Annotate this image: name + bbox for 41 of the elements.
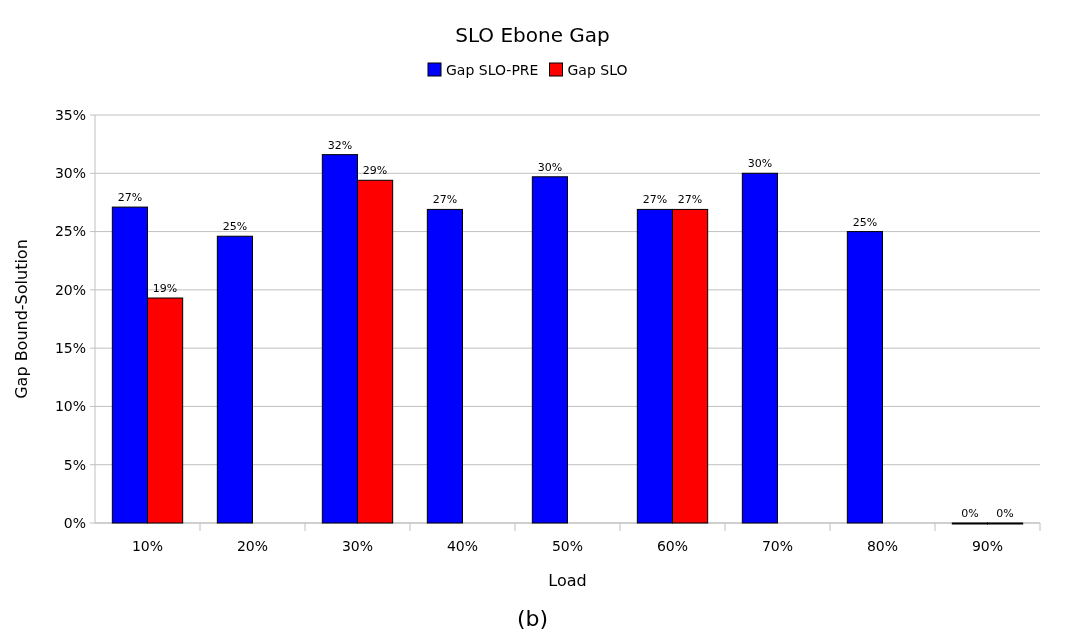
data-label: 29%: [362, 164, 388, 178]
data-label: 27%: [642, 193, 668, 207]
y-tick-label: 20%: [54, 281, 86, 298]
data-label: 27%: [117, 191, 143, 205]
legend-label: Gap SLO: [567, 61, 628, 78]
x-tick-label: 80%: [866, 538, 899, 554]
data-label: 27%: [677, 193, 703, 207]
y-tick-label: 5%: [63, 456, 86, 473]
y-tick-label: 15%: [54, 340, 86, 357]
y-tick-label: 25%: [54, 223, 86, 240]
data-label: 25%: [222, 220, 248, 234]
legend-label: Gap SLO-PRE: [446, 61, 539, 78]
data-label: 19%: [152, 282, 178, 296]
y-tick-label: 30%: [54, 165, 86, 182]
data-label: 0%: [996, 507, 1014, 520]
chart-title: SLO Ebone Gap: [455, 23, 610, 47]
data-label: 25%: [852, 215, 878, 229]
bar: [216, 235, 253, 524]
text: (b): [516, 606, 549, 631]
x-tick-label: 20%: [236, 538, 269, 554]
x-tick-label: 30%: [341, 538, 374, 554]
bar: [846, 231, 883, 524]
data-label: 27%: [432, 193, 458, 207]
data-label: 0%: [961, 507, 979, 520]
y-tick-label: 10%: [54, 398, 86, 415]
x-tick-label: 10%: [131, 538, 164, 554]
x-tick-label: 90%: [971, 538, 1004, 554]
bar: [741, 172, 778, 524]
bar: [531, 176, 568, 524]
data-label: 30%: [537, 160, 563, 174]
x-tick-label: 60%: [656, 538, 689, 554]
x-tick-label: 40%: [446, 538, 479, 554]
x-axis-title: Load: [548, 571, 587, 590]
data-label: 32%: [327, 138, 353, 152]
y-tick-label: 35%: [54, 106, 86, 123]
y-axis-title: Gap Bound-Solution: [12, 239, 31, 399]
x-tick-label: 50%: [551, 538, 584, 554]
x-tick-label: 70%: [761, 538, 794, 554]
y-tick-label: 0%: [63, 514, 86, 531]
data-label: 30%: [747, 157, 773, 171]
bar: [426, 208, 463, 524]
